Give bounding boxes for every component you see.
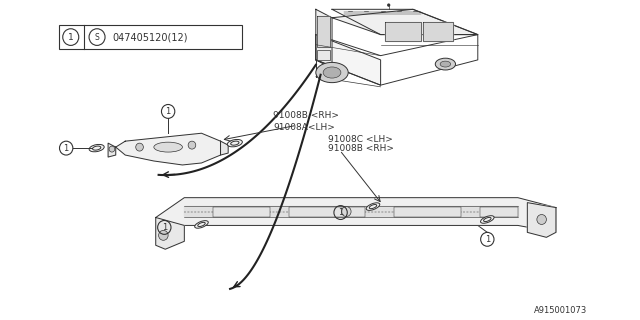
Polygon shape bbox=[156, 198, 556, 245]
Polygon shape bbox=[316, 9, 332, 68]
Text: 91008C <LH>: 91008C <LH> bbox=[328, 135, 392, 144]
Text: 1: 1 bbox=[162, 223, 167, 232]
Circle shape bbox=[342, 207, 351, 217]
Bar bbox=[60, 25, 243, 49]
Circle shape bbox=[188, 141, 196, 149]
Bar bbox=[480, 207, 518, 217]
Polygon shape bbox=[116, 133, 221, 165]
Polygon shape bbox=[332, 9, 478, 35]
Text: 1: 1 bbox=[639, 258, 640, 267]
Polygon shape bbox=[108, 143, 116, 157]
Bar bbox=[213, 207, 270, 217]
Ellipse shape bbox=[440, 61, 451, 67]
Polygon shape bbox=[623, 220, 640, 252]
Ellipse shape bbox=[635, 236, 640, 243]
Text: 1: 1 bbox=[484, 235, 490, 244]
Ellipse shape bbox=[481, 216, 494, 223]
Circle shape bbox=[109, 146, 115, 152]
Circle shape bbox=[537, 214, 547, 224]
Text: 91008B <RH>: 91008B <RH> bbox=[328, 144, 394, 153]
Bar bbox=[289, 207, 365, 217]
Ellipse shape bbox=[316, 62, 348, 83]
Ellipse shape bbox=[227, 140, 243, 147]
Text: 047405120(12): 047405120(12) bbox=[112, 32, 188, 42]
Polygon shape bbox=[385, 22, 421, 41]
Ellipse shape bbox=[89, 144, 104, 152]
Polygon shape bbox=[332, 9, 478, 35]
Ellipse shape bbox=[366, 203, 380, 210]
Text: 1: 1 bbox=[166, 107, 171, 116]
Ellipse shape bbox=[435, 58, 456, 70]
Ellipse shape bbox=[195, 221, 208, 228]
Polygon shape bbox=[221, 141, 228, 155]
Ellipse shape bbox=[323, 67, 341, 78]
Polygon shape bbox=[317, 16, 330, 47]
Circle shape bbox=[159, 230, 168, 240]
Polygon shape bbox=[527, 203, 556, 237]
Text: 1: 1 bbox=[338, 208, 343, 217]
Text: S: S bbox=[95, 33, 99, 42]
Bar bbox=[394, 207, 461, 217]
Polygon shape bbox=[184, 206, 518, 215]
Polygon shape bbox=[423, 22, 454, 41]
Circle shape bbox=[387, 4, 390, 7]
Ellipse shape bbox=[154, 142, 182, 152]
Circle shape bbox=[136, 143, 143, 151]
Polygon shape bbox=[316, 35, 381, 85]
Bar bbox=[317, 50, 330, 60]
Polygon shape bbox=[156, 218, 184, 249]
Text: 1: 1 bbox=[63, 144, 69, 153]
Text: A915001073: A915001073 bbox=[534, 306, 587, 315]
Text: 1: 1 bbox=[68, 33, 74, 42]
Text: 91008B <RH>: 91008B <RH> bbox=[273, 111, 339, 120]
Text: 91008A<LH>: 91008A<LH> bbox=[273, 123, 335, 132]
